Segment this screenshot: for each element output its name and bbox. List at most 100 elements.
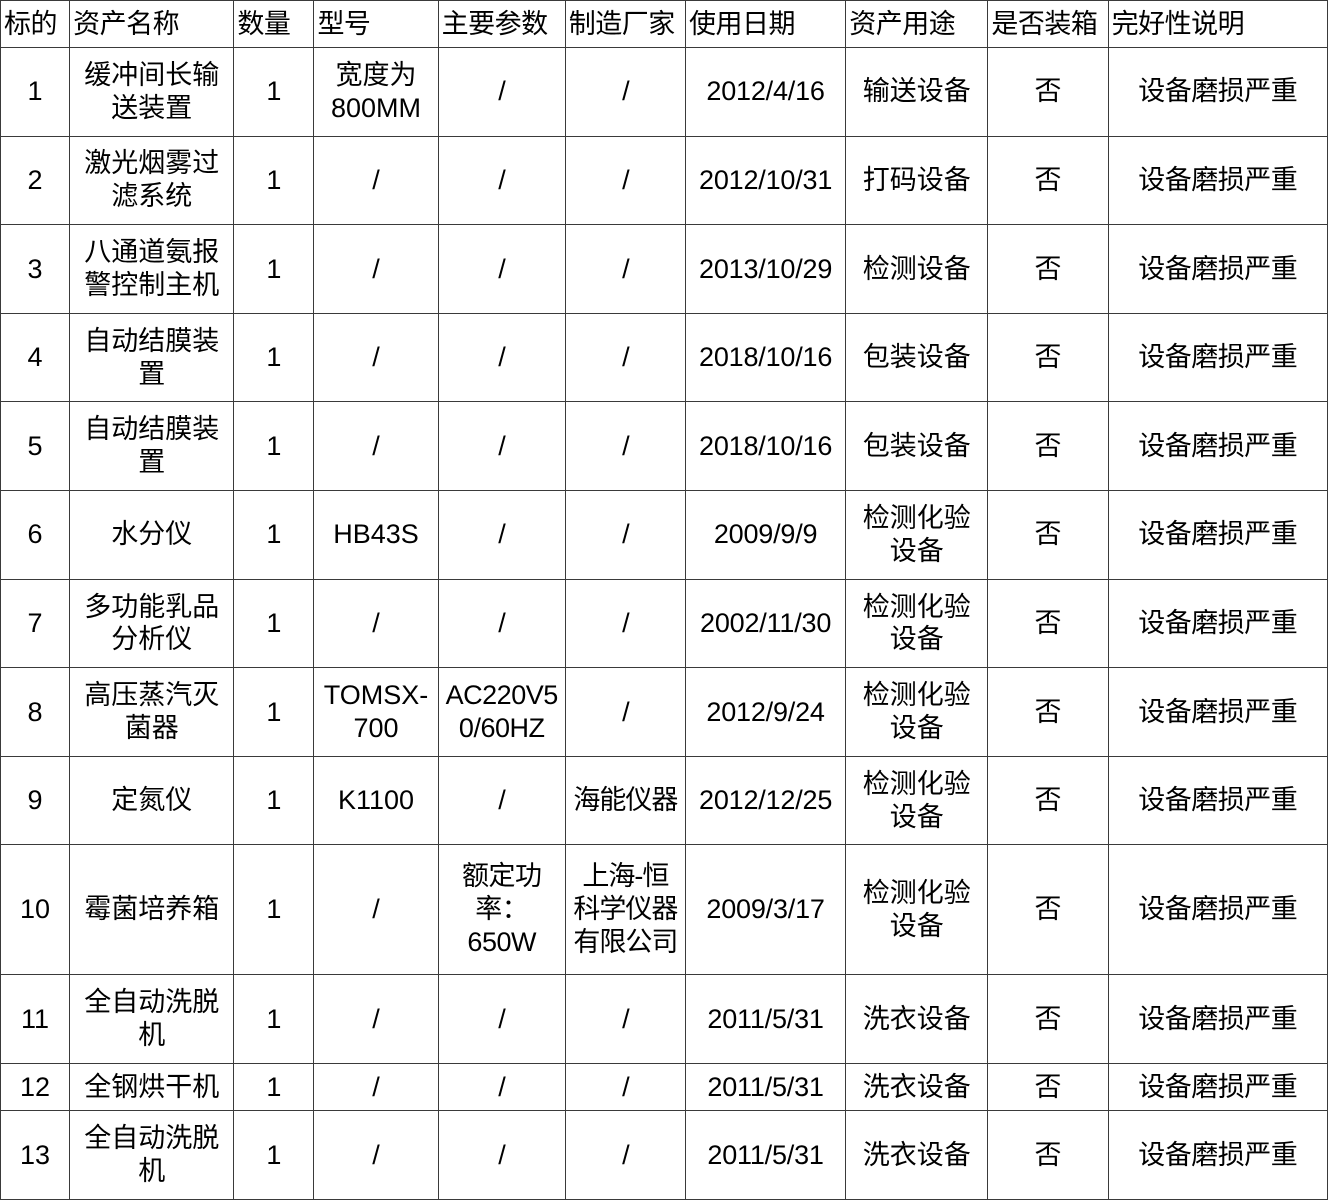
- cell-asset-name: 八通道氨报警控制主机: [69, 224, 235, 314]
- cell-boxed: 否: [987, 755, 1109, 846]
- cell-quantity: 1: [233, 401, 315, 492]
- cell-manufacturer: /: [564, 667, 686, 757]
- cell-usage-date: 2011/5/31: [684, 1062, 847, 1112]
- cell-model: TOMSX-700: [313, 667, 439, 757]
- cell-purpose: 洗衣设备: [845, 1062, 989, 1112]
- cell-asset-name: 霉菌培养箱: [69, 844, 235, 976]
- table-row: 1 缓冲间长输送装置 1 宽度为800MM //2012/4/16 输送设备否设备磨损严重: [0, 47, 1328, 137]
- cell-model: K1100: [313, 755, 439, 846]
- cell-purpose: 检测化验设备: [845, 755, 989, 846]
- cell-index: 1: [0, 47, 71, 137]
- cell-index: 6: [0, 490, 71, 580]
- cell-asset-name: 全钢烘干机: [69, 1062, 235, 1112]
- cell-condition: 设备磨损严重: [1107, 490, 1328, 580]
- cell-boxed: 否: [987, 490, 1109, 580]
- cell-asset-name: 高压蒸汽灭菌器: [69, 667, 235, 757]
- cell-boxed: 否: [987, 667, 1109, 757]
- cell-purpose: 检测化验设备: [845, 844, 989, 976]
- cell-condition: 设备磨损严重: [1107, 755, 1328, 846]
- cell-purpose: 输送设备: [845, 47, 989, 137]
- column-header-model: 型号: [313, 0, 439, 48]
- cell-asset-name: 激光烟雾过滤系统: [69, 135, 235, 226]
- cell-condition: 设备磨损严重: [1107, 974, 1328, 1064]
- cell-purpose: 检测设备: [845, 224, 989, 314]
- cell-model: /: [313, 401, 439, 492]
- cell-boxed: 否: [987, 47, 1109, 137]
- cell-purpose: 打码设备: [845, 135, 989, 226]
- cell-manufacturer: /: [564, 490, 686, 580]
- cell-manufacturer: /: [564, 224, 686, 314]
- cell-model: /: [313, 135, 439, 226]
- cell-parameter: /: [437, 135, 566, 226]
- column-header-usage-date: 使用日期: [684, 0, 847, 48]
- column-header-manufacturer: 制造厂家: [564, 0, 686, 48]
- column-header-name: 资产名称: [69, 0, 235, 48]
- cell-usage-date: 2012/9/24: [684, 667, 847, 757]
- cell-index: 5: [0, 401, 71, 492]
- cell-condition: 设备磨损严重: [1107, 312, 1328, 403]
- cell-boxed: 否: [987, 135, 1109, 226]
- cell-model: /: [313, 974, 439, 1064]
- cell-quantity: 1: [233, 844, 315, 976]
- cell-asset-name: 自动结膜装置: [69, 401, 235, 492]
- cell-model: /: [313, 1110, 439, 1200]
- table-row: 12 全钢烘干机 1///2011/5/31 洗衣设备否设备磨损严重: [0, 1062, 1328, 1112]
- cell-asset-name: 多功能乳品分析仪: [69, 578, 235, 669]
- cell-boxed: 否: [987, 401, 1109, 492]
- cell-condition: 设备磨损严重: [1107, 1110, 1328, 1200]
- cell-boxed: 否: [987, 974, 1109, 1064]
- cell-index: 4: [0, 312, 71, 403]
- cell-purpose: 检测化验设备: [845, 667, 989, 757]
- cell-usage-date: 2011/5/31: [684, 974, 847, 1064]
- cell-quantity: 1: [233, 490, 315, 580]
- column-header-condition: 完好性说明: [1107, 0, 1328, 48]
- cell-quantity: 1: [233, 1062, 315, 1112]
- table-header: 标的 资产名称 数量 型号 主要参数 制造厂家 使用日期 资产用途 是否装箱 完…: [0, 0, 1328, 48]
- table-row: 8 高压蒸汽灭菌器 1 TOMSX-700 AC220V50/60HZ/2012/9/2…: [0, 667, 1328, 757]
- cell-index: 8: [0, 667, 71, 757]
- cell-boxed: 否: [987, 312, 1109, 403]
- cell-manufacturer: /: [564, 578, 686, 669]
- cell-parameter: /: [437, 1062, 566, 1112]
- table-row: 5 自动结膜装置 1///2018/10/16 包装设备否设备磨损严重: [0, 401, 1328, 492]
- cell-manufacturer: /: [564, 47, 686, 137]
- cell-quantity: 1: [233, 135, 315, 226]
- cell-index: 2: [0, 135, 71, 226]
- cell-usage-date: 2018/10/16: [684, 401, 847, 492]
- cell-usage-date: 2012/12/25: [684, 755, 847, 846]
- column-header-parameter: 主要参数: [437, 0, 566, 48]
- table-row: 3 八通道氨报警控制主机 1///2013/10/29 检测设备否设备磨损严重: [0, 224, 1328, 314]
- cell-usage-date: 2009/9/9: [684, 490, 847, 580]
- column-header-id: 标的: [0, 0, 71, 48]
- cell-manufacturer: 上海-恒科学仪器有限公司: [564, 844, 686, 976]
- cell-condition: 设备磨损严重: [1107, 844, 1328, 976]
- cell-condition: 设备磨损严重: [1107, 667, 1328, 757]
- cell-parameter: /: [437, 974, 566, 1064]
- table-body: 1 缓冲间长输送装置 1 宽度为800MM //2012/4/16 输送设备否设备磨损严重…: [0, 47, 1328, 1200]
- column-header-boxed: 是否装箱: [987, 0, 1109, 48]
- cell-parameter: /: [437, 490, 566, 580]
- cell-asset-name: 缓冲间长输送装置: [69, 47, 235, 137]
- cell-asset-name: 定氮仪: [69, 755, 235, 846]
- cell-condition: 设备磨损严重: [1107, 1062, 1328, 1112]
- table-row: 13 全自动洗脱机 1///2011/5/31 洗衣设备否设备磨损严重: [0, 1110, 1328, 1200]
- cell-usage-date: 2012/10/31: [684, 135, 847, 226]
- cell-quantity: 1: [233, 667, 315, 757]
- cell-manufacturer: /: [564, 312, 686, 403]
- cell-usage-date: 2011/5/31: [684, 1110, 847, 1200]
- cell-condition: 设备磨损严重: [1107, 47, 1328, 137]
- cell-parameter: /: [437, 224, 566, 314]
- column-header-purpose: 资产用途: [845, 0, 989, 48]
- cell-quantity: 1: [233, 1110, 315, 1200]
- cell-usage-date: 2009/3/17: [684, 844, 847, 976]
- cell-asset-name: 全自动洗脱机: [69, 1110, 235, 1200]
- cell-usage-date: 2013/10/29: [684, 224, 847, 314]
- cell-boxed: 否: [987, 1110, 1109, 1200]
- cell-parameter: /: [437, 578, 566, 669]
- cell-quantity: 1: [233, 755, 315, 846]
- header-row: 标的 资产名称 数量 型号 主要参数 制造厂家 使用日期 资产用途 是否装箱 完…: [0, 0, 1328, 48]
- cell-condition: 设备磨损严重: [1107, 578, 1328, 669]
- cell-manufacturer: /: [564, 1110, 686, 1200]
- cell-index: 3: [0, 224, 71, 314]
